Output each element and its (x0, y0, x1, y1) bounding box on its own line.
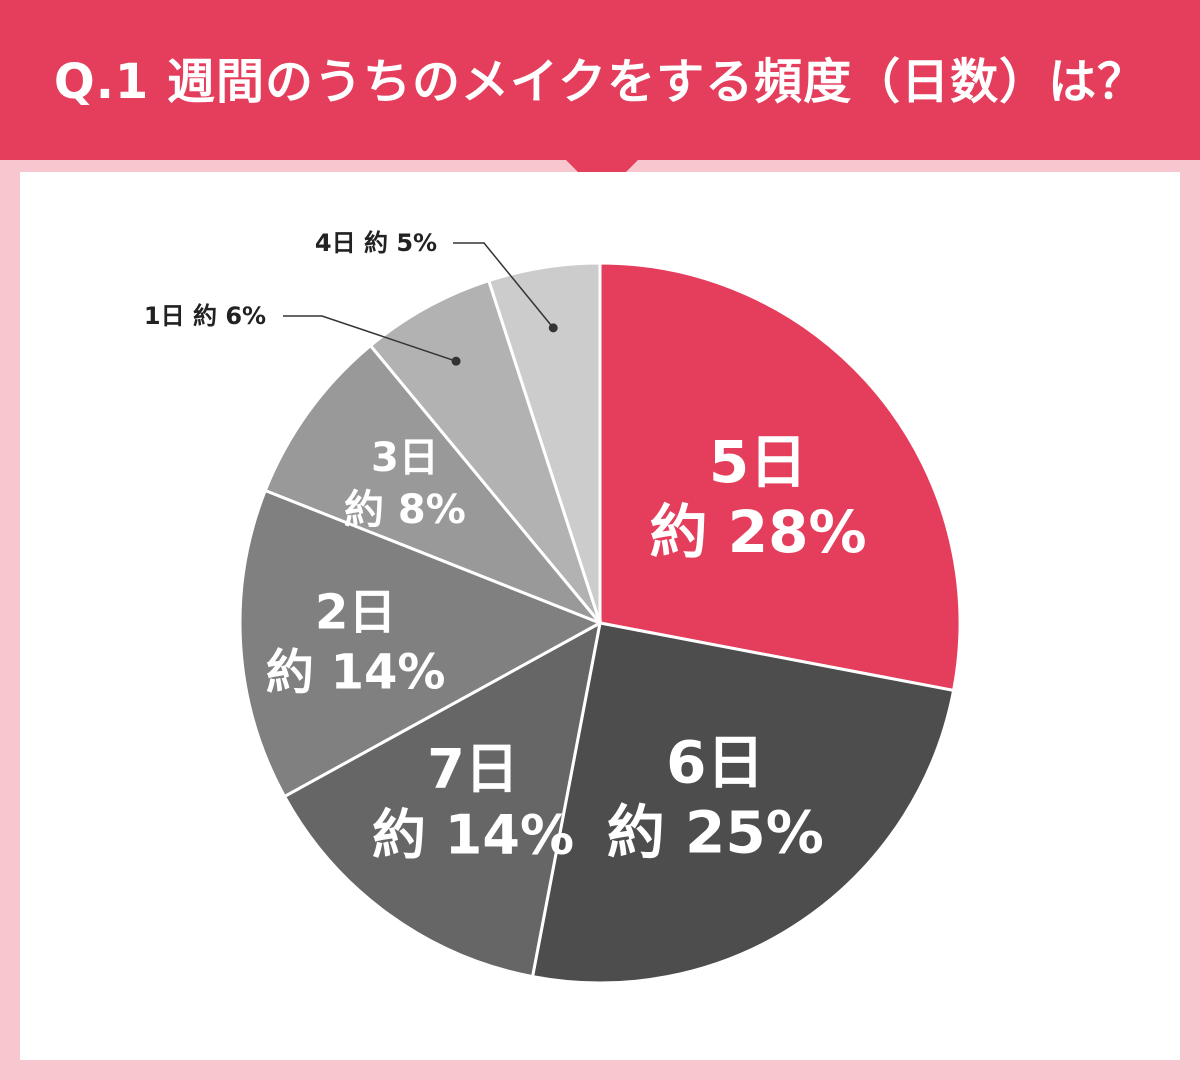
slice-value-label: 約 14% (372, 804, 574, 867)
pie-slice-7日 (282, 620, 603, 979)
pie-slice-3日 (263, 343, 602, 625)
slice-outer-label: 1日 約 6% (144, 302, 266, 330)
slice-value-label: 約 25% (607, 799, 824, 867)
slice-category-label: 7日 (427, 738, 519, 801)
pie-slice-6日 (530, 621, 956, 985)
pie-slice-5日 (598, 261, 962, 693)
pie-slice-4日 (486, 261, 602, 624)
leader-line (453, 242, 554, 329)
slice-category-label: 2日 (315, 584, 396, 640)
slice-value-label: 約 28% (650, 498, 867, 566)
slice-value-label: 約 14% (266, 644, 446, 700)
slice-category-label: 6日 (666, 729, 764, 797)
slice-category-label: 3日 (371, 435, 439, 481)
header-banner (0, 0, 1200, 160)
pie-slice-2日 (238, 488, 604, 799)
leader-line (283, 315, 457, 362)
slice-category-label: 5日 (709, 428, 807, 496)
slice-outer-label: 4日 約 5% (315, 229, 437, 257)
leader-dot (451, 356, 461, 366)
leader-dot (548, 323, 558, 333)
pie-slice-1日 (368, 278, 602, 624)
slice-value-label: 約 8% (344, 487, 466, 533)
chart-title: Q.1 週間のうちのメイクをする頻度（日数）は？ (53, 54, 1147, 110)
